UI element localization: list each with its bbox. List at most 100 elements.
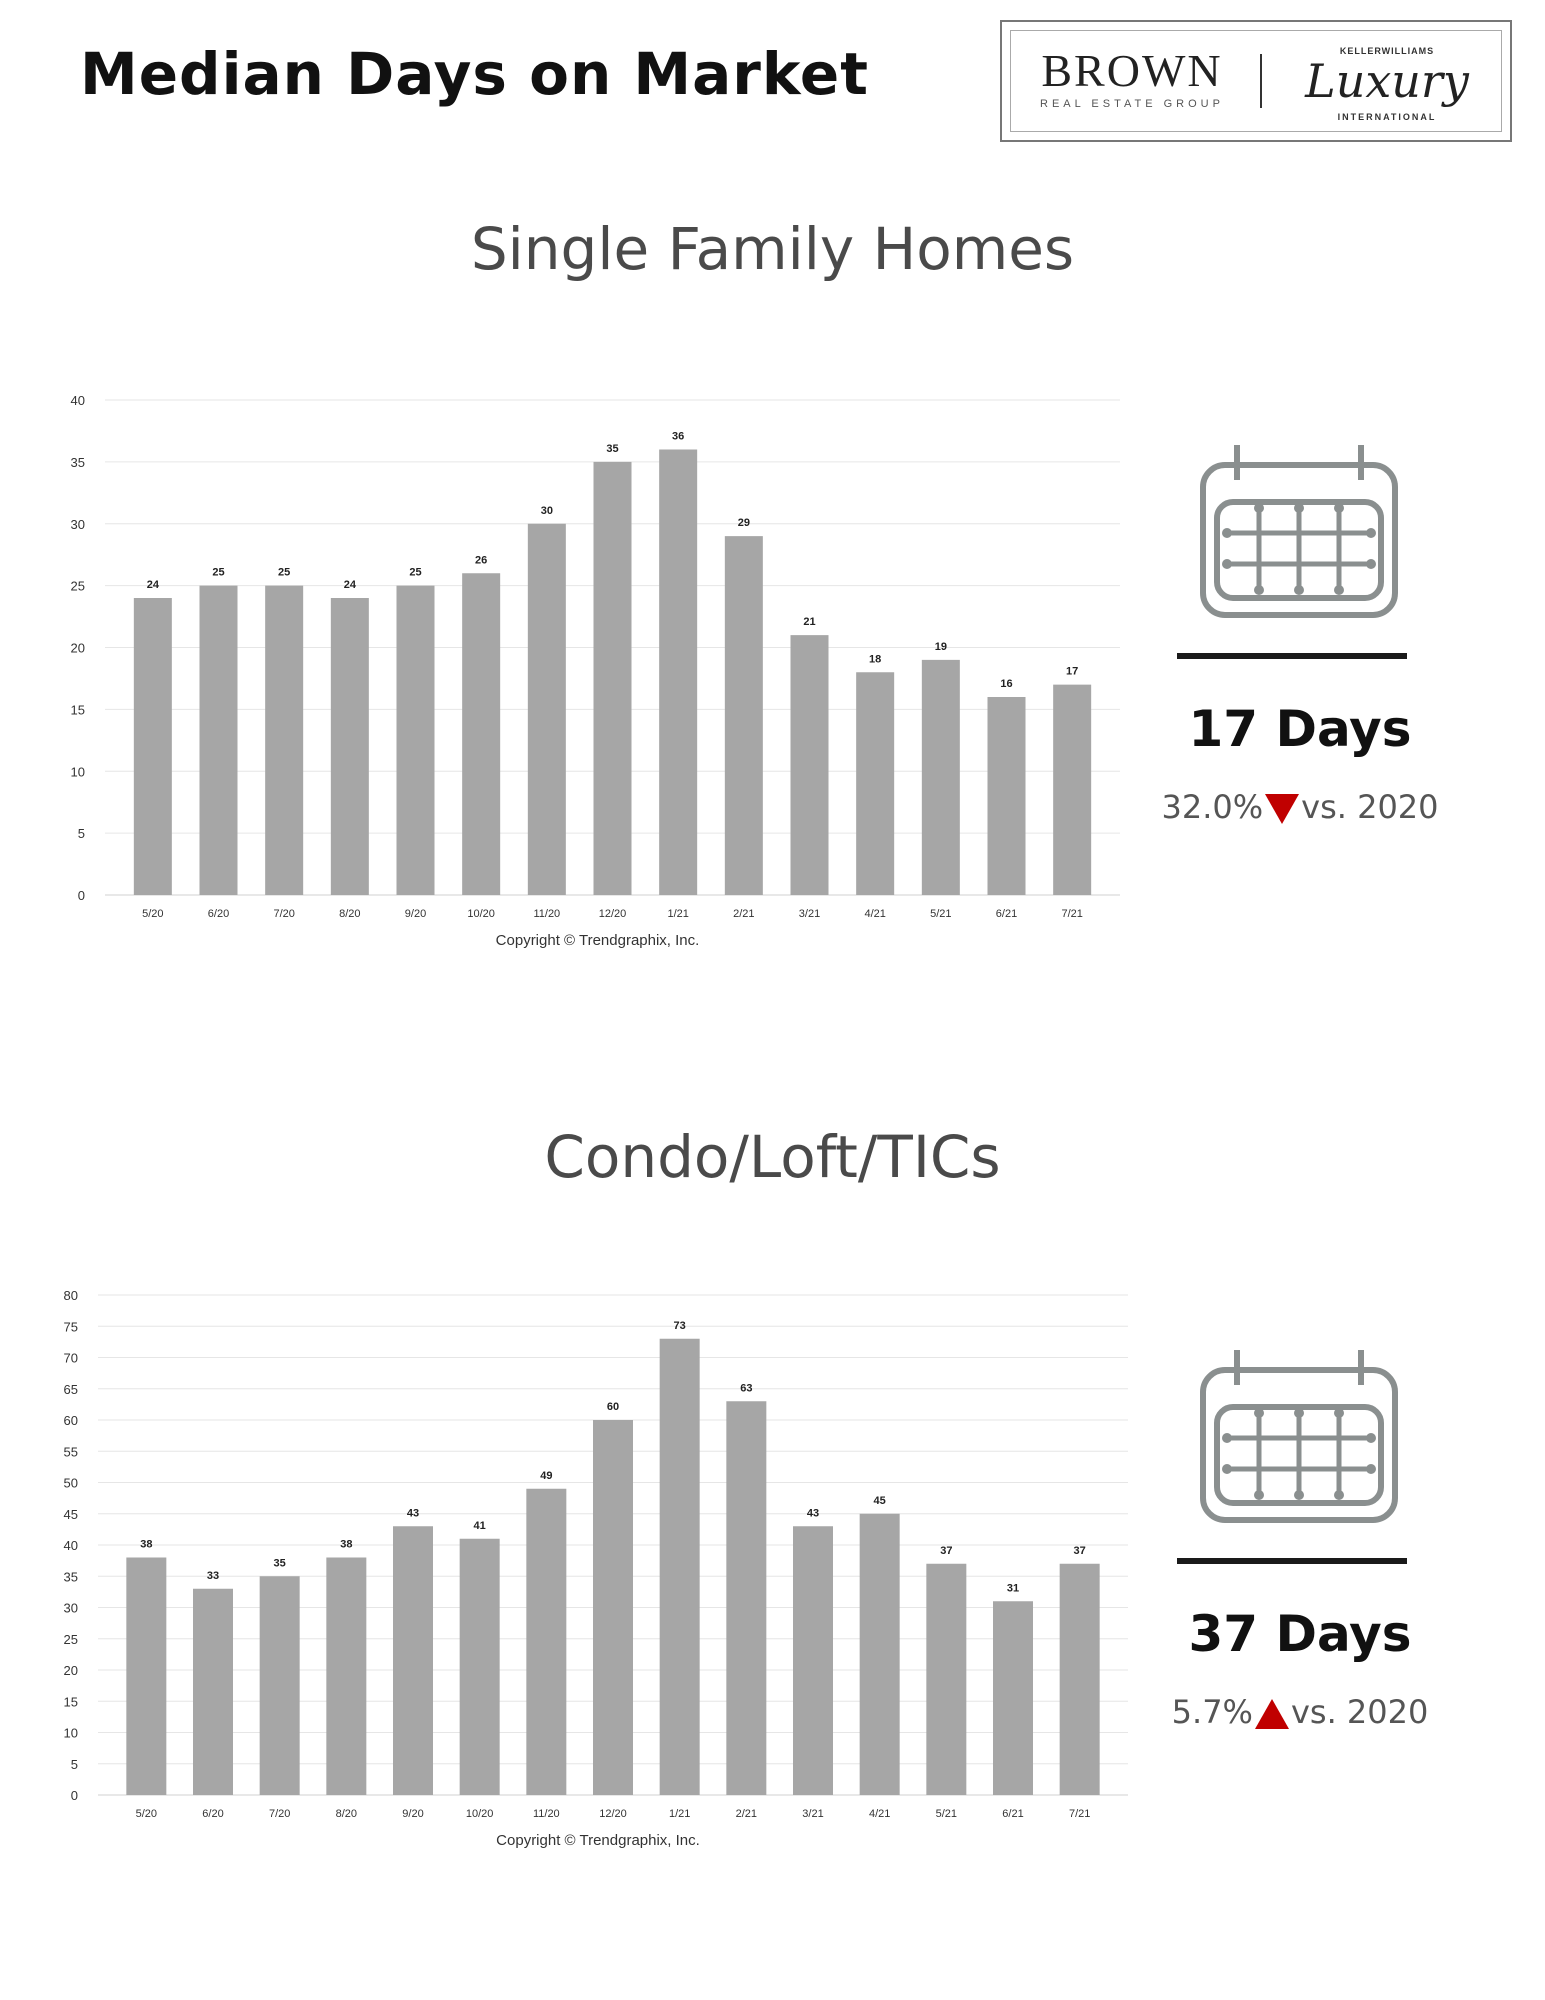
logo-brand-subtitle: REAL ESTATE GROUP bbox=[1040, 98, 1224, 110]
x-tick-label: 6/20 bbox=[202, 1808, 223, 1820]
data-label: 25 bbox=[278, 567, 290, 579]
brand-logo: BROWN REAL ESTATE GROUP KELLERWILLIAMS L… bbox=[1000, 20, 1512, 142]
y-tick-label: 35 bbox=[71, 455, 85, 470]
calendar-icon bbox=[1200, 1350, 1398, 1523]
y-tick-label: 25 bbox=[64, 1632, 78, 1647]
chart-condo: 0 5 10 15 20 25 30 35 40 45 50 55 60 65 70 75 80 38 5/20 33… bbox=[64, 1288, 1128, 1849]
x-tick-label: 11/20 bbox=[533, 1808, 560, 1820]
data-label: 73 bbox=[674, 1320, 686, 1332]
data-label: 43 bbox=[407, 1507, 419, 1519]
bar bbox=[856, 672, 895, 895]
y-tick-label: 25 bbox=[71, 579, 85, 594]
x-tick-label: 6/20 bbox=[208, 908, 229, 920]
data-label: 49 bbox=[540, 1470, 552, 1482]
x-tick-label: 2/21 bbox=[736, 1808, 757, 1820]
bar bbox=[593, 1420, 633, 1795]
data-label: 38 bbox=[340, 1539, 352, 1551]
x-tick-label: 11/20 bbox=[533, 908, 560, 920]
x-tick-label: 12/20 bbox=[599, 1808, 627, 1820]
y-tick-label: 15 bbox=[71, 702, 85, 717]
bar bbox=[193, 1588, 233, 1795]
stat-value: 37 Days bbox=[1188, 1605, 1412, 1663]
y-tick-label: 70 bbox=[64, 1351, 78, 1366]
y-tick-label: 35 bbox=[64, 1569, 78, 1584]
x-tick-label: 5/21 bbox=[936, 1808, 957, 1820]
logo-partner-name: Luxury bbox=[1305, 54, 1469, 108]
x-tick-label: 7/21 bbox=[1061, 908, 1082, 920]
y-tick-label: 40 bbox=[71, 393, 85, 408]
bar bbox=[326, 1557, 367, 1795]
stat-change: 5.7% vs. 2020 bbox=[1150, 1693, 1450, 1731]
stat-change-suffix: vs. 2020 bbox=[1301, 788, 1439, 826]
y-tick-label: 5 bbox=[71, 1757, 78, 1772]
bar bbox=[859, 1513, 900, 1795]
bar bbox=[393, 1526, 433, 1795]
logo-partner-top: KELLERWILLIAMS bbox=[1339, 46, 1435, 56]
bar bbox=[527, 523, 566, 895]
data-label: 63 bbox=[740, 1382, 752, 1394]
x-tick-label: 3/21 bbox=[802, 1808, 823, 1820]
data-label: 25 bbox=[409, 567, 421, 579]
stat-divider bbox=[1177, 1558, 1407, 1564]
data-label: 33 bbox=[207, 1570, 219, 1582]
bar bbox=[526, 1488, 567, 1795]
data-label: 45 bbox=[874, 1495, 886, 1507]
stat-change-suffix: vs. 2020 bbox=[1290, 1693, 1429, 1731]
data-label: 18 bbox=[869, 653, 881, 665]
x-tick-label: 4/21 bbox=[864, 908, 885, 920]
stat-change-percent: 32.0% bbox=[1161, 788, 1264, 826]
data-label: 25 bbox=[212, 567, 224, 579]
data-label: 19 bbox=[935, 641, 947, 653]
y-tick-label: 10 bbox=[71, 764, 85, 779]
data-label: 26 bbox=[475, 554, 487, 566]
data-label: 41 bbox=[474, 1520, 486, 1532]
chart-copyright: Copyright © Trendgraphix, Inc. bbox=[496, 932, 700, 949]
y-tick-label: 20 bbox=[64, 1663, 78, 1678]
bar bbox=[987, 697, 1026, 895]
logo-brand-name: BROWN bbox=[1041, 45, 1223, 96]
bar bbox=[1053, 684, 1092, 895]
x-tick-label: 7/20 bbox=[269, 1808, 290, 1820]
x-tick-label: 2/21 bbox=[733, 908, 754, 920]
data-label: 30 bbox=[541, 505, 553, 517]
stat-change: 32.0% vs. 2020 bbox=[1150, 788, 1450, 826]
bar bbox=[259, 1576, 300, 1795]
y-tick-label: 80 bbox=[64, 1288, 78, 1303]
calendar-icon bbox=[1200, 445, 1398, 618]
bar bbox=[199, 585, 238, 895]
data-label: 60 bbox=[607, 1401, 619, 1413]
y-tick-label: 0 bbox=[71, 1788, 78, 1803]
page-title: Median Days on Market bbox=[80, 40, 869, 108]
y-tick-label: 30 bbox=[64, 1601, 78, 1616]
triangle-down-icon bbox=[1265, 794, 1300, 824]
y-tick-label: 0 bbox=[78, 888, 85, 903]
y-tick-label: 55 bbox=[64, 1444, 78, 1459]
bar bbox=[396, 585, 435, 895]
x-tick-label: 5/21 bbox=[930, 908, 951, 920]
bar bbox=[126, 1557, 167, 1795]
y-tick-label: 65 bbox=[64, 1382, 78, 1397]
bar bbox=[724, 536, 763, 895]
data-label: 31 bbox=[1007, 1582, 1019, 1594]
bar bbox=[593, 461, 632, 895]
data-label: 17 bbox=[1066, 666, 1078, 678]
x-tick-label: 5/20 bbox=[136, 1808, 157, 1820]
x-tick-label: 7/21 bbox=[1069, 1808, 1090, 1820]
data-label: 21 bbox=[803, 616, 815, 628]
x-tick-label: 3/21 bbox=[799, 908, 820, 920]
bar bbox=[459, 1538, 500, 1795]
data-label: 35 bbox=[274, 1557, 286, 1569]
x-tick-label: 4/21 bbox=[869, 1808, 890, 1820]
data-label: 37 bbox=[1074, 1545, 1086, 1557]
x-tick-label: 7/20 bbox=[273, 908, 294, 920]
x-tick-label: 9/20 bbox=[402, 1808, 423, 1820]
section-title-condo: Condo/Loft/TICs bbox=[544, 1123, 1001, 1191]
bar bbox=[921, 659, 960, 895]
x-tick-label: 1/21 bbox=[669, 1808, 690, 1820]
bar bbox=[926, 1563, 967, 1795]
x-tick-label: 6/21 bbox=[1002, 1808, 1023, 1820]
x-tick-label: 10/20 bbox=[467, 908, 495, 920]
data-label: 37 bbox=[940, 1545, 952, 1557]
y-tick-label: 20 bbox=[71, 641, 85, 656]
data-label: 29 bbox=[738, 517, 750, 529]
